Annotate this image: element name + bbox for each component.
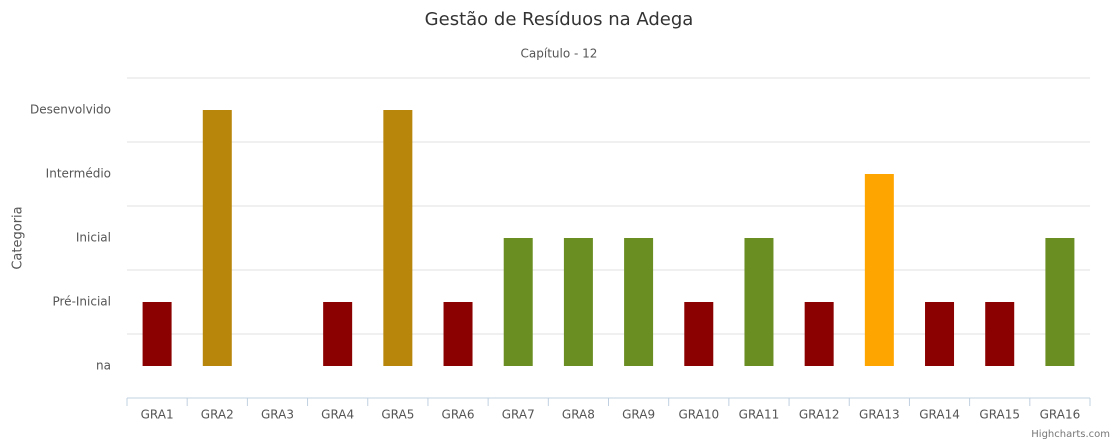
x-tick-label: GRA12: [799, 408, 840, 422]
x-tick-label: GRA9: [622, 408, 655, 422]
x-tick-label: GRA4: [321, 408, 354, 422]
chart-subtitle: Capítulo - 12: [521, 47, 598, 61]
x-tick-label: GRA1: [141, 408, 174, 422]
x-tick-label: GRA3: [261, 408, 294, 422]
y-axis-title: Categoria: [11, 206, 26, 269]
y-tick-label: na: [96, 359, 111, 373]
x-tick-label: GRA2: [201, 408, 234, 422]
bar: [383, 110, 413, 366]
credits: Highcharts.com: [1031, 429, 1110, 440]
x-tick-label: GRA16: [1040, 408, 1081, 422]
bar: [744, 238, 774, 366]
x-tick-label: GRA7: [502, 408, 535, 422]
bar: [142, 302, 172, 366]
chart-title: Gestão de Resíduos na Adega: [425, 9, 694, 30]
y-tick-label: Pré-Inicial: [52, 295, 111, 309]
x-tick-label: GRA5: [381, 408, 414, 422]
x-tick-label: GRA13: [859, 408, 900, 422]
bar: [1045, 238, 1075, 366]
bar: [985, 302, 1015, 366]
bar: [443, 302, 473, 366]
y-tick-label: Desenvolvido: [30, 103, 111, 117]
bar: [624, 238, 654, 366]
bar: [684, 302, 714, 366]
x-tick-label: GRA11: [739, 408, 780, 422]
bar: [864, 174, 894, 366]
bar: [804, 302, 834, 366]
x-tick-label: GRA6: [442, 408, 475, 422]
y-tick-label: Intermédio: [46, 167, 111, 181]
bar: [563, 238, 593, 366]
bar: [925, 302, 955, 366]
bar: [202, 110, 232, 366]
bar: [503, 238, 533, 366]
x-tick-label: GRA14: [919, 408, 960, 422]
x-tick-label: GRA10: [678, 408, 719, 422]
x-tick-label: GRA8: [562, 408, 595, 422]
x-tick-label: GRA15: [979, 408, 1020, 422]
y-tick-label: Inicial: [76, 231, 111, 245]
bar: [323, 302, 353, 366]
